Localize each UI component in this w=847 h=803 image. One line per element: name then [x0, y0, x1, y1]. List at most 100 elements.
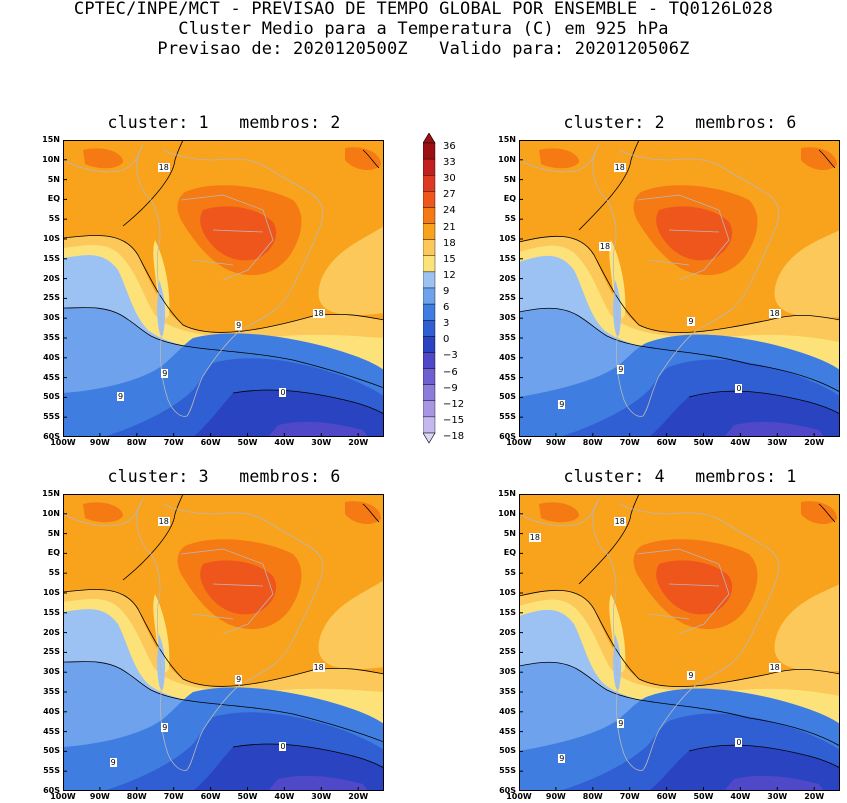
contour-label: 18	[312, 663, 325, 673]
temperature-map	[63, 494, 384, 791]
lat-tick-label: 35S	[43, 687, 60, 696]
contour-label: 9	[687, 671, 695, 681]
contour-label: 18	[528, 532, 541, 542]
lat-tick-label: 5N	[47, 528, 60, 538]
contour-24-ne	[362, 503, 380, 523]
contour-label: 18	[157, 162, 170, 172]
lon-tick-label: 70W	[163, 438, 184, 447]
temperature-map	[519, 140, 840, 437]
colorbar-label: −15	[443, 414, 465, 426]
colorbar-segment	[423, 400, 436, 418]
lat-tick-label: EQ	[503, 548, 516, 558]
lon-tick-label: 80W	[126, 438, 147, 447]
lat-tick-label: 10S	[499, 234, 516, 243]
lat-tick-label: 60S	[499, 432, 516, 441]
colorbar-label: 18	[443, 237, 456, 249]
map-panel-cluster-3: 15N 10N 5N EQ 5S 10S 15S 20S 25S 30S 35S 40S 45S 50S 5…	[42, 490, 384, 801]
contour-0	[688, 744, 840, 769]
lat-tick-label: 40S	[499, 352, 516, 362]
contour-9	[519, 307, 840, 393]
lon-tick-label: 20W	[804, 792, 825, 801]
colorbar-label: 15	[443, 253, 456, 265]
lat-tick-label: 10S	[43, 588, 60, 597]
contour-18-south	[519, 235, 840, 333]
lat-tick-label: 15S	[43, 253, 60, 263]
lat-tick-label: 40S	[43, 352, 60, 362]
contour-18-north	[578, 140, 640, 231]
country-borders	[636, 548, 730, 635]
contour-18-south	[63, 589, 384, 687]
temp-band-24-pacific	[539, 502, 579, 523]
map-frame	[63, 140, 384, 437]
colorbar-segment	[423, 416, 436, 434]
lon-tick-label: 40W	[730, 792, 751, 801]
lon-tick-label: 50W	[693, 792, 714, 801]
coastline-central-america	[519, 501, 598, 527]
lat-tick-label: 40S	[499, 706, 516, 716]
lon-tick-label: 100W	[506, 438, 532, 447]
lat-tick-label: 25S	[43, 647, 60, 657]
lat-tick-label: 15N	[498, 135, 516, 144]
country-borders	[636, 194, 730, 281]
panel-title-cluster-1: cluster: 1 membros: 2	[107, 113, 341, 132]
lat-tick-label: 60S	[43, 786, 60, 795]
lat-tick-label: 15S	[43, 607, 60, 617]
lat-tick-label: 10S	[499, 588, 516, 597]
lon-tick-label: 90W	[545, 792, 566, 801]
country-borders	[180, 548, 274, 635]
map-panel-cluster-4: 15N 10N 5N EQ 5S 10S 15S 20S 25S 30S 35S 40S 45S 50S 5…	[498, 490, 840, 801]
lon-tick-label: 30W	[767, 438, 788, 447]
lon-tick-label: 90W	[545, 438, 566, 447]
colorbar-segment	[423, 271, 436, 289]
colorbar-segment	[423, 158, 436, 176]
country-borders	[180, 194, 274, 281]
lat-tick-label: 55S	[499, 412, 516, 422]
contour-label: 18	[157, 516, 170, 526]
temp-band-18-east	[318, 226, 384, 316]
lat-tick-label: 30S	[43, 667, 60, 677]
lat-tick-label: 30S	[499, 667, 516, 677]
colorbar-segment	[423, 336, 436, 353]
lat-tick-label: 5S	[48, 214, 60, 224]
coastline-central-america	[519, 147, 598, 173]
coastline-south-america	[136, 144, 324, 417]
temperature-map	[519, 494, 840, 791]
temp-band-24-pacific	[83, 502, 123, 523]
lon-tick-label: 40W	[274, 438, 295, 447]
contour-9	[63, 661, 384, 743]
figure-title-line1: CPTEC/INPE/MCT - PREVISAO DE TEMPO GLOBA…	[73, 0, 774, 19]
lat-tick-label: 10S	[43, 234, 60, 243]
lat-tick-label: 45S	[499, 726, 516, 736]
contour-18-south	[63, 235, 384, 333]
temp-band-27-amazon	[200, 206, 277, 261]
temp-band-18-east	[774, 584, 840, 672]
colorbar-label: −12	[443, 398, 465, 410]
lon-tick-label: 50W	[237, 792, 258, 801]
map-panel-cluster-2: 15N 10N 5N EQ 5S 10S 15S 20S 25S 30S 35S 40S 45S 50S 5…	[498, 136, 840, 447]
lat-tick-label: 5N	[503, 528, 516, 538]
figure-title-line2: Cluster Medio para a Temperatura (C) em …	[178, 19, 669, 39]
contour-label: 9	[161, 368, 169, 378]
colorbar-over-triangle	[423, 133, 436, 144]
colorbar-label: 12	[443, 269, 456, 281]
lon-tick-label: 100W	[50, 792, 76, 801]
contour-24-ne	[362, 149, 380, 169]
lon-tick-label: 90W	[89, 438, 110, 447]
lon-tick-label: 100W	[50, 438, 76, 447]
contour-label: 18	[768, 309, 781, 319]
contour-label: 9	[235, 675, 243, 685]
colorbar-segment	[423, 255, 436, 273]
map-frame	[63, 494, 384, 791]
lat-tick-label: 20S	[43, 627, 60, 637]
lat-tick-label: 35S	[499, 687, 516, 696]
lat-tick-label: 5N	[503, 174, 516, 184]
temp-band-minus3	[268, 775, 368, 791]
contour-0	[232, 389, 384, 415]
colorbar-label: 21	[443, 221, 456, 233]
colorbar-label: −9	[443, 382, 458, 394]
colorbar-under-triangle	[423, 432, 436, 444]
lat-tick-label: EQ	[47, 548, 60, 558]
figure-title-line3: Previsao de: 2020120500Z Valido para: 20…	[157, 39, 690, 59]
colorbar-segment	[423, 223, 436, 240]
lon-tick-label: 30W	[311, 792, 332, 801]
